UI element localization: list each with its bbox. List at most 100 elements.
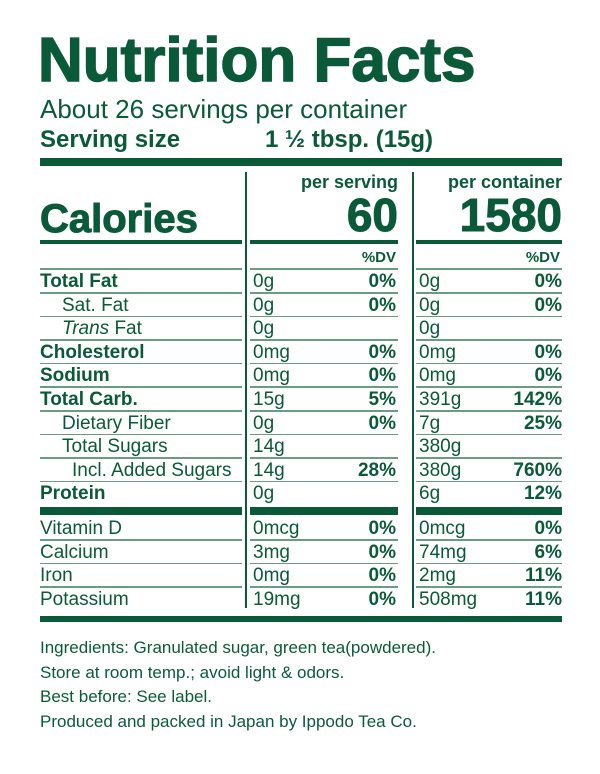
- calories-per-container: 1580: [459, 189, 562, 241]
- nutrient-name: Dietary Fiber: [62, 412, 171, 434]
- serving-amount: 0mg: [253, 341, 290, 363]
- nutrient-row: Calcium 3mg 0% 74mg 6%: [40, 541, 562, 565]
- thick-divider: [40, 507, 242, 515]
- serving-amount: 0g: [253, 294, 275, 316]
- row-divider: [40, 539, 242, 541]
- nutrient-row: Incl. Added Sugars 14g 28% 380g 760%: [40, 459, 562, 483]
- calories-label: Calories: [40, 197, 199, 242]
- row-divider: [416, 586, 562, 588]
- row-divider: [250, 410, 398, 412]
- container-amount: 0g: [419, 318, 441, 340]
- servings-per-container: About 26 servings per container: [40, 94, 408, 124]
- footer-text: Ingredients: Granulated sugar, green tea…: [40, 636, 436, 734]
- row-divider: [416, 457, 562, 459]
- nutrient-name: Protein: [40, 483, 106, 505]
- row-divider: [250, 562, 398, 565]
- container-dv: 0%: [534, 271, 562, 292]
- row-divider: [416, 386, 562, 388]
- serving-size-label: Serving size: [40, 126, 181, 153]
- divider: [416, 240, 562, 244]
- trans-italic: Trans: [62, 318, 110, 340]
- row-divider: [416, 315, 562, 318]
- nutrient-name: Incl. Added Sugars: [72, 459, 232, 481]
- container-dv: 142%: [513, 389, 562, 410]
- nutrient-row: Iron 0mg 0% 2mg 11%: [40, 564, 562, 588]
- serving-amount: 0g: [253, 483, 275, 505]
- row-divider: [416, 539, 562, 541]
- row-divider: [40, 433, 242, 436]
- divider: [250, 268, 398, 270]
- row-divider: [250, 480, 398, 483]
- nutrient-name: Sat. Fat: [62, 294, 129, 316]
- nutrient-name: Cholesterol: [40, 341, 145, 363]
- row-divider: [40, 457, 242, 459]
- container-dv: 0%: [534, 365, 562, 387]
- serving-amount: 0mcg: [253, 518, 300, 539]
- producer-note: Produced and packed in Japan by Ippodo T…: [40, 711, 417, 731]
- row-divider: [250, 539, 398, 541]
- nutrient-name: Total Carb.: [40, 389, 138, 410]
- row-divider: [250, 433, 398, 436]
- row-divider: [250, 292, 398, 294]
- storage-note: Store at room temp.; avoid light & odors…: [40, 662, 345, 682]
- row-divider: [40, 362, 242, 365]
- serving-dv: 0%: [368, 294, 396, 316]
- serving-amount: 0mg: [253, 365, 290, 387]
- divider: [40, 268, 242, 270]
- row-divider: [40, 410, 242, 412]
- serving-amount: 14g: [253, 436, 285, 458]
- container-dv: 11%: [525, 588, 562, 610]
- row-divider: [250, 386, 398, 388]
- nutrient-row: Total Fat 0g 0% 0g 0%: [40, 270, 562, 294]
- nutrient-row: Dietary Fiber 0g 0% 7g 25%: [40, 412, 562, 436]
- serving-dv: 0%: [368, 518, 396, 539]
- container-dv: 0%: [534, 341, 562, 363]
- divider: [250, 240, 398, 244]
- label-title: Nutrition Facts: [37, 26, 476, 95]
- serving-dv: [320, 482, 396, 504]
- row-divider: [416, 339, 562, 341]
- container-amount: 7g: [419, 412, 441, 434]
- serving-amount: 0g: [253, 318, 275, 340]
- container-dv: 11%: [525, 565, 562, 587]
- nutrient-row: Potassium 19mg 0% 508mg 11%: [40, 588, 562, 612]
- nutrient-row: Sodium 0mg 0% 0mg 0%: [40, 364, 562, 388]
- nutrient-name: Iron: [40, 565, 73, 587]
- thick-divider: [40, 158, 562, 166]
- nutrient-row: Vitamin D 0mcg 0% 0mcg 0%: [40, 517, 562, 541]
- nutrient-name: Total Sugars: [62, 436, 168, 458]
- container-amount: 74mg: [419, 541, 467, 563]
- row-divider: [40, 292, 242, 294]
- container-dv: 25%: [523, 412, 562, 434]
- thick-divider: [40, 616, 562, 622]
- container-amount: 0mg: [419, 341, 456, 363]
- nutrient-row: Sat. Fat 0g 0% 0g 0%: [40, 294, 562, 318]
- container-amount: 2mg: [419, 565, 456, 587]
- serving-dv: 0%: [368, 412, 396, 434]
- serving-size-value: 1 ½ tbsp. (15g): [265, 126, 434, 153]
- container-amount: 508mg: [419, 588, 478, 610]
- row-divider: [416, 410, 562, 412]
- container-amount: 0mcg: [419, 518, 466, 539]
- serving-dv: [320, 435, 396, 457]
- container-amount: 380g: [419, 436, 462, 458]
- container-dv: 0%: [534, 518, 562, 539]
- row-divider: [416, 562, 562, 565]
- container-dv: [480, 435, 562, 457]
- serving-dv: 0%: [368, 541, 396, 563]
- container-amount: 0g: [419, 294, 441, 316]
- divider: [40, 240, 242, 244]
- nutrient-row: Protein 0g 6g 12%: [40, 482, 562, 506]
- dv-header-container: %DV: [525, 249, 560, 266]
- thick-divider: [250, 507, 398, 515]
- serving-amount: 14g: [253, 459, 285, 481]
- row-divider: [416, 433, 562, 436]
- nutrient-name: Vitamin D: [40, 518, 123, 539]
- row-divider: [250, 457, 398, 459]
- row-divider: [416, 362, 562, 365]
- serving-dv: 0%: [368, 588, 396, 610]
- ingredients: Ingredients: Granulated sugar, green tea…: [40, 638, 436, 657]
- thick-divider: [416, 507, 562, 515]
- per-container-header: per container: [447, 172, 562, 192]
- best-before: Best before: See label.: [40, 687, 213, 706]
